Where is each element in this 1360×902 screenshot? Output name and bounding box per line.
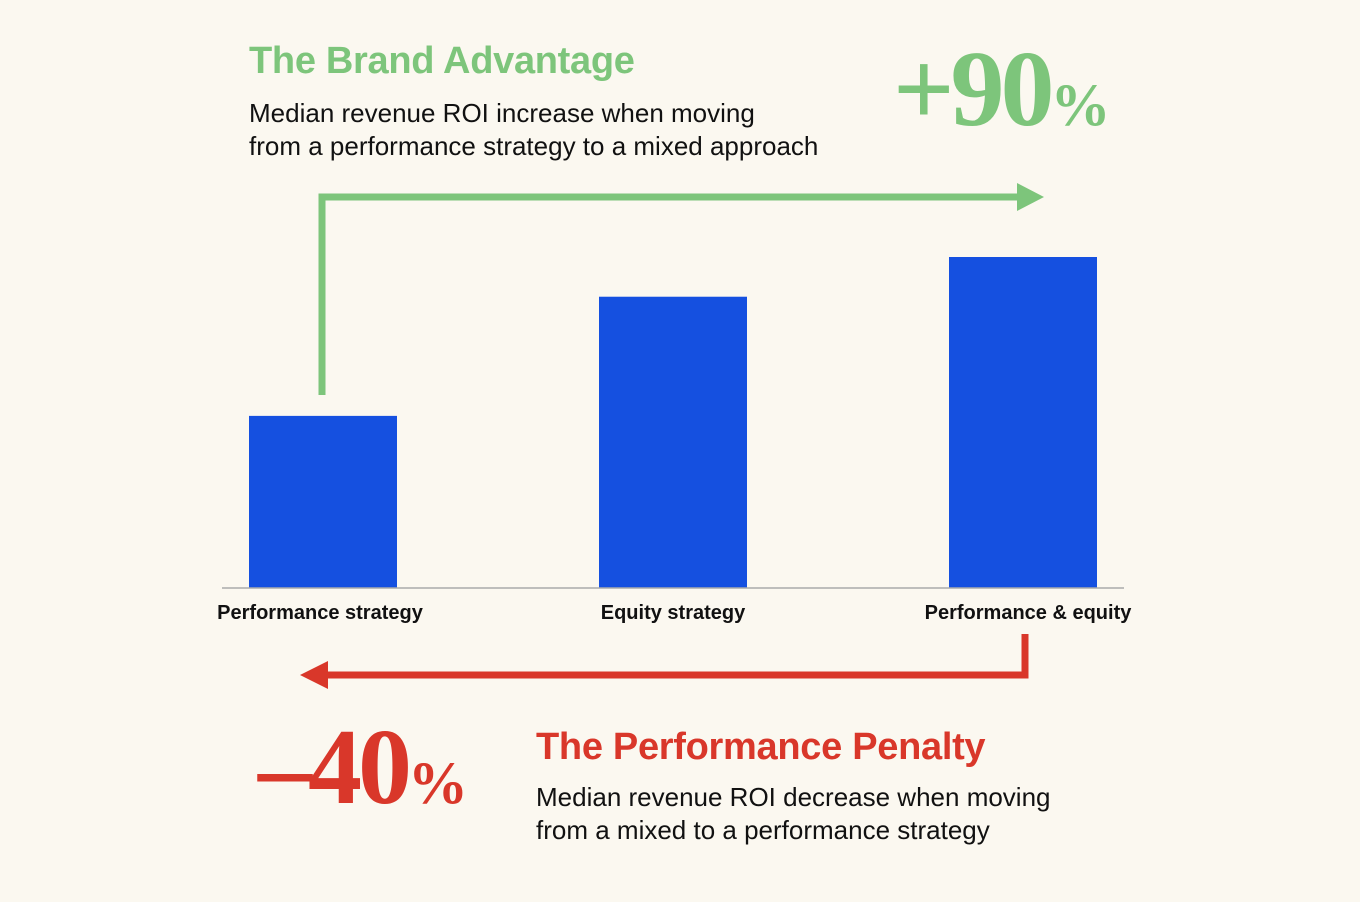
brand-increase-value: +90% — [893, 36, 1111, 144]
penalty-decrease-number: –40 — [258, 708, 412, 827]
x-tick-label-1: Performance strategy — [217, 602, 424, 624]
brand-advantage-title: The Brand Advantage — [249, 40, 635, 82]
brand-increase-number: +90 — [893, 30, 1055, 149]
increase-arrow-line — [318, 193, 1020, 395]
penalty-description-line-1: Median revenue ROI decrease when moving — [536, 782, 1051, 812]
bar-1 — [249, 415, 397, 588]
brand-increase-percent-sign: % — [1050, 72, 1111, 138]
penalty-description-line-2: from a mixed to a performance strategy — [536, 815, 990, 845]
penalty-decrease-percent-sign: % — [408, 750, 468, 816]
bar-2 — [599, 296, 747, 588]
decrease-arrow-head — [300, 661, 328, 689]
decrease-arrow-line — [326, 634, 1029, 679]
penalty-decrease-value: –40% — [258, 714, 468, 822]
x-tick-label-2: Equity strategy — [601, 602, 746, 624]
performance-penalty-title: The Performance Penalty — [536, 726, 986, 768]
bar-3 — [949, 257, 1097, 588]
increase-arrow-head — [1017, 183, 1044, 211]
brand-advantage-description: Median revenue ROI increase when moving … — [249, 97, 818, 163]
brand-description-line-2: from a performance strategy to a mixed a… — [249, 131, 819, 161]
performance-penalty-description: Median revenue ROI decrease when moving … — [536, 781, 1051, 847]
x-tick-label-3: Performance & equity — [925, 602, 1133, 624]
brand-description-line-1: Median revenue ROI increase when moving — [249, 98, 755, 128]
